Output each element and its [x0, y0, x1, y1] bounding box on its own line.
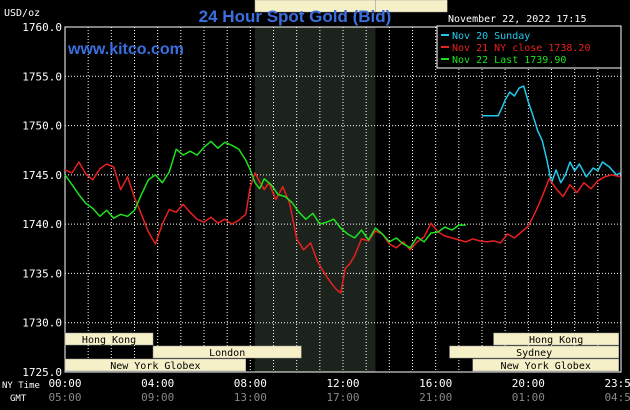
- session-bar: [493, 332, 619, 346]
- x-tick-label-gmt: 21:00: [419, 391, 452, 404]
- legend-entry: Nov 21 NY close 1738.20: [452, 43, 590, 54]
- y-tick-label: 1750.0: [22, 120, 62, 133]
- legend-entry: Nov 20 Sunday: [452, 31, 530, 42]
- y-tick-label: 1725.0: [22, 366, 62, 379]
- legend-entry: Nov 22 Last 1739.90: [452, 55, 566, 66]
- session-bar: [64, 332, 154, 346]
- y-tick-label: 1730.0: [22, 317, 62, 330]
- chart-title: 24 Hour Spot Gold (Bid): [199, 7, 392, 26]
- y-tick-label: 1755.0: [22, 70, 62, 83]
- x-tick-label-ny: 12:00: [326, 377, 359, 390]
- plot-border: [64, 26, 622, 373]
- watermark-text: www.kitco.com: [67, 41, 184, 58]
- x-tick-label-gmt: 13:00: [234, 391, 267, 404]
- x-tick-label-ny: 20:00: [512, 377, 545, 390]
- x-tick-label-gmt: 05:00: [48, 391, 81, 404]
- session-bar: [449, 345, 619, 359]
- x-tick-label-gmt: 17:00: [326, 391, 359, 404]
- y-tick-label: 1735.0: [22, 267, 62, 280]
- y-tick-label: 1760.0: [22, 21, 62, 34]
- session-label: New York Globex: [501, 361, 591, 372]
- session-label: Hong Kong: [529, 335, 583, 346]
- price-line: [64, 161, 621, 294]
- session-label: Hong Kong: [82, 335, 136, 346]
- x-tick-label-ny: 16:00: [419, 377, 452, 390]
- gmt-label: GMT: [10, 394, 27, 404]
- axes: 1760.0 1755.0 1750.0 1745.0 1740.0 1735.0 1730…: [22, 21, 630, 404]
- session-bar: [64, 358, 246, 372]
- x-tick-label-gmt: 01:00: [512, 391, 545, 404]
- price-line: [482, 85, 622, 184]
- session-bar: [472, 358, 619, 372]
- session-label: New York NYMEX: [273, 0, 357, 3]
- session-label: London: [209, 348, 245, 359]
- x-tick-label-gmt: 09:00: [141, 391, 174, 404]
- session-label: New York Globex: [110, 361, 200, 372]
- session-label: Sydney: [516, 348, 552, 359]
- session-label: NY Globex: [384, 0, 438, 3]
- market-sessions: Hong Kong London New York Globex New York N…: [64, 0, 619, 372]
- price-line: [64, 140, 466, 249]
- session-bar: [152, 345, 302, 359]
- y-axis-unit-label: USD/oz: [4, 8, 40, 19]
- x-tick-label-ny: 04:00: [141, 377, 174, 390]
- legend-box: [436, 25, 622, 69]
- x-tick-label-ny: 23:59: [604, 377, 630, 390]
- session-bar: [375, 0, 448, 13]
- y-tick-label: 1740.0: [22, 218, 62, 231]
- grid: [64, 26, 622, 373]
- x-tick-label-ny: 00:00: [48, 377, 81, 390]
- x-tick-label-ny: 08:00: [234, 377, 267, 390]
- price-series: [64, 85, 622, 294]
- ny-time-label: NY Time: [2, 381, 40, 391]
- x-tick-label-gmt: 04:59: [604, 391, 630, 404]
- y-tick-label: 1745.0: [22, 169, 62, 182]
- timestamp-label: November 22, 2022 17:15: [448, 14, 586, 25]
